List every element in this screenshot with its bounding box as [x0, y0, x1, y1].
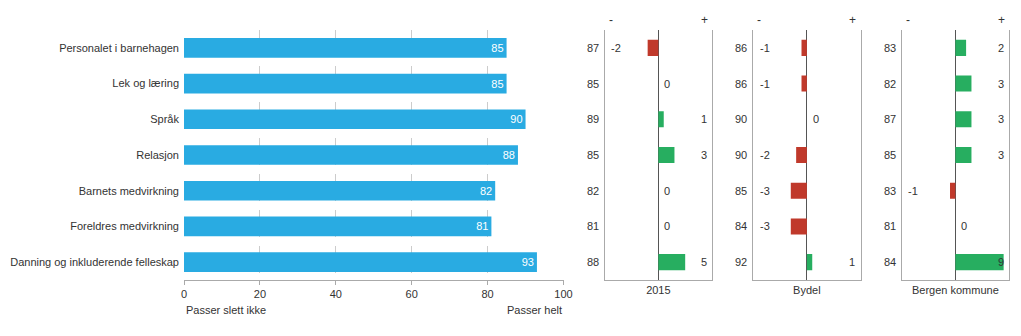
- svg-text:0: 0: [813, 113, 819, 125]
- svg-text:40: 40: [330, 288, 342, 300]
- svg-text:Bergen kommune: Bergen kommune: [912, 284, 999, 296]
- svg-text:0: 0: [664, 78, 670, 90]
- svg-text:Danning og inkluderende felles: Danning og inkluderende felleskap: [10, 256, 179, 268]
- svg-text:Lek og læring: Lek og læring: [112, 77, 179, 89]
- svg-text:83: 83: [884, 185, 896, 197]
- svg-text:81: 81: [587, 220, 599, 232]
- svg-text:0: 0: [664, 220, 670, 232]
- svg-text:1: 1: [849, 256, 855, 268]
- svg-text:2015: 2015: [646, 284, 670, 296]
- svg-text:85: 85: [491, 42, 503, 54]
- svg-text:-1: -1: [760, 78, 770, 90]
- svg-text:90: 90: [735, 113, 747, 125]
- svg-text:Relasjon: Relasjon: [136, 149, 179, 161]
- svg-text:-1: -1: [760, 42, 770, 54]
- svg-text:-3: -3: [760, 185, 770, 197]
- svg-text:87: 87: [884, 113, 896, 125]
- svg-text:+: +: [701, 13, 708, 27]
- svg-text:-: -: [609, 13, 613, 27]
- svg-text:90: 90: [510, 113, 522, 125]
- svg-text:85: 85: [587, 78, 599, 90]
- svg-text:86: 86: [735, 78, 747, 90]
- svg-text:3: 3: [998, 113, 1004, 125]
- svg-text:-2: -2: [760, 149, 770, 161]
- svg-text:85: 85: [735, 185, 747, 197]
- svg-text:-: -: [757, 13, 761, 27]
- svg-text:0: 0: [961, 220, 967, 232]
- svg-text:-2: -2: [611, 42, 621, 54]
- svg-text:82: 82: [480, 185, 492, 197]
- svg-text:81: 81: [884, 220, 896, 232]
- svg-text:+: +: [998, 13, 1005, 27]
- svg-text:-1: -1: [908, 185, 918, 197]
- svg-text:-3: -3: [760, 220, 770, 232]
- svg-text:88: 88: [503, 149, 515, 161]
- svg-text:84: 84: [735, 220, 747, 232]
- svg-text:5: 5: [701, 256, 707, 268]
- svg-text:87: 87: [587, 42, 599, 54]
- svg-text:-: -: [906, 13, 910, 27]
- svg-text:81: 81: [476, 220, 488, 232]
- svg-text:89: 89: [587, 113, 599, 125]
- svg-text:0: 0: [664, 185, 670, 197]
- svg-text:85: 85: [587, 149, 599, 161]
- svg-text:Passer slett ikke: Passer slett ikke: [186, 304, 266, 316]
- svg-text:1: 1: [701, 113, 707, 125]
- svg-text:93: 93: [522, 256, 534, 268]
- svg-text:80: 80: [481, 288, 493, 300]
- svg-text:82: 82: [884, 78, 896, 90]
- svg-text:83: 83: [884, 42, 896, 54]
- svg-text:Passer helt: Passer helt: [507, 304, 562, 316]
- svg-text:60: 60: [406, 288, 418, 300]
- svg-text:3: 3: [998, 149, 1004, 161]
- svg-text:+: +: [849, 13, 856, 27]
- svg-text:Barnets medvirkning: Barnets medvirkning: [79, 185, 179, 197]
- svg-text:3: 3: [701, 149, 707, 161]
- svg-text:0: 0: [181, 288, 187, 300]
- svg-text:9: 9: [998, 256, 1004, 268]
- svg-text:Personalet i barnehagen: Personalet i barnehagen: [59, 42, 179, 54]
- svg-text:100: 100: [554, 288, 572, 300]
- svg-text:92: 92: [735, 256, 747, 268]
- svg-text:2: 2: [998, 42, 1004, 54]
- svg-text:Bydel: Bydel: [793, 284, 821, 296]
- svg-text:90: 90: [735, 149, 747, 161]
- svg-text:85: 85: [491, 78, 503, 90]
- svg-text:82: 82: [587, 185, 599, 197]
- svg-text:Språk: Språk: [150, 113, 179, 125]
- svg-text:Foreldres medvirkning: Foreldres medvirkning: [70, 220, 179, 232]
- svg-text:88: 88: [587, 256, 599, 268]
- svg-text:85: 85: [884, 149, 896, 161]
- svg-text:86: 86: [735, 42, 747, 54]
- svg-text:20: 20: [254, 288, 266, 300]
- svg-text:3: 3: [998, 78, 1004, 90]
- svg-text:84: 84: [884, 256, 896, 268]
